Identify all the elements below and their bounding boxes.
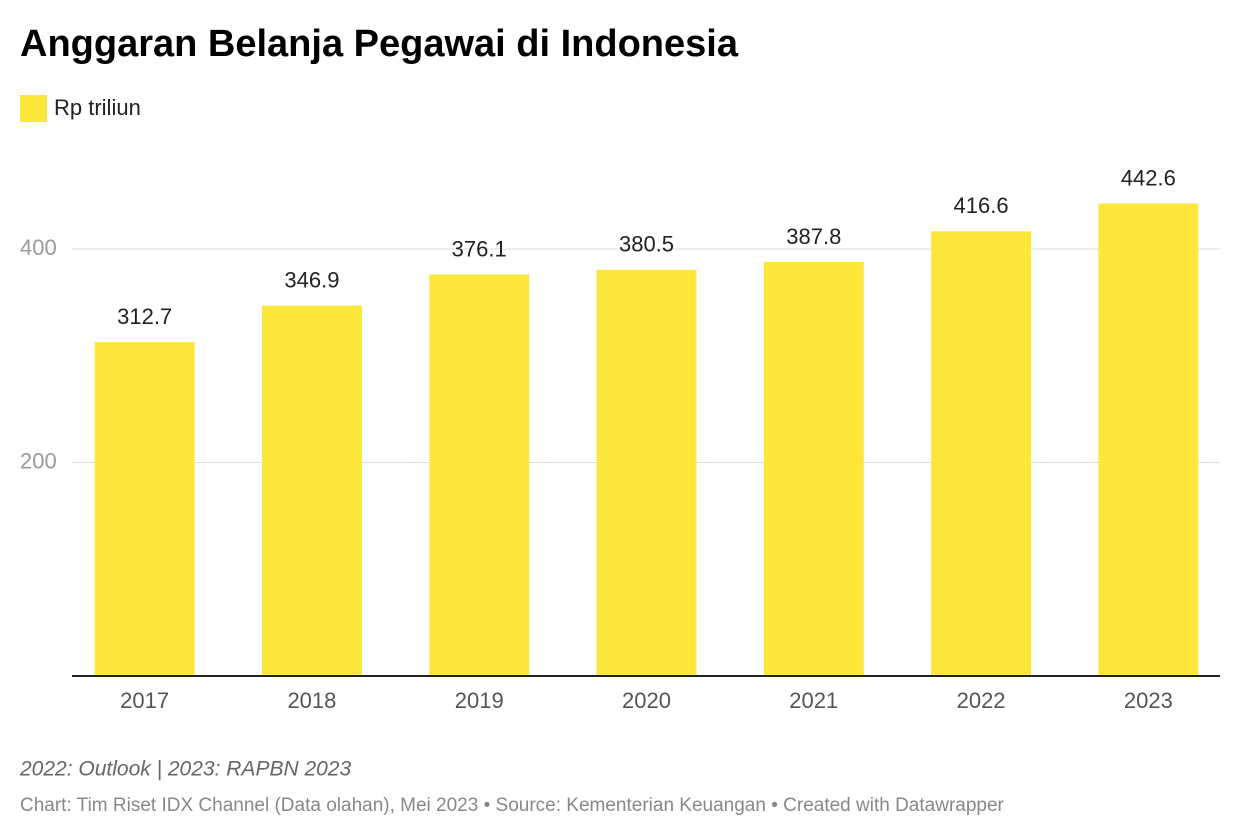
y-tick-label: 400 bbox=[20, 235, 57, 260]
bar bbox=[261, 305, 362, 676]
value-label: 376.1 bbox=[452, 236, 507, 261]
bar bbox=[596, 269, 697, 676]
bar bbox=[1098, 203, 1199, 676]
value-label: 380.5 bbox=[619, 232, 674, 257]
y-tick-label: 200 bbox=[20, 448, 57, 473]
x-tick-label: 2019 bbox=[455, 688, 504, 713]
legend-label: Rp triliun bbox=[54, 95, 141, 120]
x-tick-label: 2017 bbox=[120, 688, 169, 713]
bar bbox=[94, 342, 195, 676]
x-tick-label: 2020 bbox=[622, 688, 671, 713]
chart-title: Anggaran Belanja Pegawai di Indonesia bbox=[20, 23, 739, 65]
value-label: 387.8 bbox=[786, 224, 841, 249]
x-tick-label: 2023 bbox=[1124, 688, 1173, 713]
value-label: 416.6 bbox=[954, 193, 1009, 218]
x-tick-label: 2018 bbox=[287, 688, 336, 713]
bar bbox=[931, 231, 1032, 677]
x-tick-label: 2022 bbox=[957, 688, 1006, 713]
legend-swatch bbox=[20, 95, 47, 122]
bar bbox=[429, 274, 530, 676]
value-label: 442.6 bbox=[1121, 165, 1176, 190]
source: Chart: Tim Riset IDX Channel (Data olaha… bbox=[20, 795, 1005, 816]
value-label: 346.9 bbox=[284, 267, 339, 292]
note: 2022: Outlook | 2023: RAPBN 2023 bbox=[19, 758, 351, 781]
bar bbox=[763, 262, 864, 676]
x-tick-label: 2021 bbox=[789, 688, 838, 713]
value-label: 312.7 bbox=[117, 304, 172, 329]
